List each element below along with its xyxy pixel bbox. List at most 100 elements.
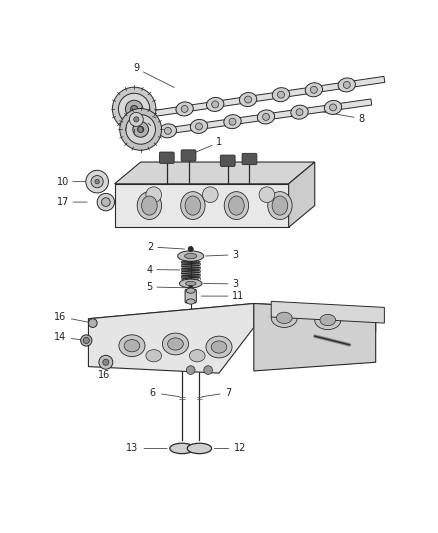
Circle shape bbox=[97, 193, 115, 211]
Circle shape bbox=[343, 82, 350, 88]
Text: 15: 15 bbox=[335, 341, 377, 351]
Ellipse shape bbox=[272, 196, 288, 215]
Text: 3: 3 bbox=[205, 250, 238, 260]
Ellipse shape bbox=[325, 100, 342, 115]
Ellipse shape bbox=[176, 102, 193, 116]
Ellipse shape bbox=[305, 83, 322, 97]
Text: 17: 17 bbox=[57, 197, 87, 207]
Ellipse shape bbox=[178, 251, 204, 261]
Text: 5: 5 bbox=[147, 282, 187, 292]
Polygon shape bbox=[131, 99, 372, 139]
Circle shape bbox=[88, 319, 97, 327]
Circle shape bbox=[133, 122, 148, 137]
Circle shape bbox=[262, 114, 269, 120]
Ellipse shape bbox=[185, 196, 201, 215]
Ellipse shape bbox=[272, 87, 290, 102]
Ellipse shape bbox=[190, 119, 208, 133]
Ellipse shape bbox=[338, 78, 356, 92]
Circle shape bbox=[181, 106, 188, 112]
Circle shape bbox=[131, 106, 138, 112]
Circle shape bbox=[95, 180, 99, 184]
Ellipse shape bbox=[291, 105, 308, 119]
Circle shape bbox=[296, 109, 303, 116]
Ellipse shape bbox=[258, 110, 275, 124]
Ellipse shape bbox=[168, 338, 184, 350]
Circle shape bbox=[204, 366, 212, 375]
Circle shape bbox=[129, 112, 143, 126]
Circle shape bbox=[195, 123, 202, 130]
Circle shape bbox=[99, 356, 113, 369]
Polygon shape bbox=[289, 162, 315, 228]
Circle shape bbox=[126, 115, 155, 144]
Circle shape bbox=[311, 86, 318, 93]
Ellipse shape bbox=[187, 443, 212, 454]
Ellipse shape bbox=[124, 340, 140, 352]
Polygon shape bbox=[115, 162, 315, 184]
FancyBboxPatch shape bbox=[185, 289, 196, 303]
Circle shape bbox=[278, 91, 284, 98]
Ellipse shape bbox=[180, 279, 202, 288]
Ellipse shape bbox=[229, 196, 244, 215]
Ellipse shape bbox=[185, 281, 196, 286]
Text: 16: 16 bbox=[53, 312, 90, 322]
Text: 9: 9 bbox=[133, 63, 174, 87]
Ellipse shape bbox=[185, 254, 197, 259]
Circle shape bbox=[186, 366, 195, 375]
Ellipse shape bbox=[119, 335, 145, 357]
Text: 13: 13 bbox=[126, 443, 167, 454]
Text: 3: 3 bbox=[204, 279, 238, 289]
Circle shape bbox=[86, 171, 109, 193]
Text: 10: 10 bbox=[57, 176, 95, 187]
Text: 6: 6 bbox=[150, 387, 179, 398]
Polygon shape bbox=[254, 303, 376, 371]
Circle shape bbox=[229, 118, 236, 125]
Text: 2: 2 bbox=[148, 242, 184, 252]
Circle shape bbox=[91, 175, 103, 188]
FancyBboxPatch shape bbox=[242, 154, 257, 165]
Circle shape bbox=[83, 337, 89, 344]
Circle shape bbox=[329, 104, 336, 111]
Circle shape bbox=[118, 93, 150, 125]
Ellipse shape bbox=[224, 192, 249, 220]
Text: 1: 1 bbox=[194, 138, 222, 153]
Ellipse shape bbox=[186, 288, 195, 293]
Ellipse shape bbox=[224, 115, 241, 128]
Circle shape bbox=[138, 126, 144, 133]
Ellipse shape bbox=[276, 312, 292, 324]
Ellipse shape bbox=[146, 350, 162, 362]
Ellipse shape bbox=[206, 98, 224, 111]
Ellipse shape bbox=[271, 308, 297, 327]
Polygon shape bbox=[115, 184, 289, 228]
Ellipse shape bbox=[315, 310, 341, 329]
Circle shape bbox=[81, 335, 92, 346]
Circle shape bbox=[120, 109, 162, 150]
Circle shape bbox=[188, 246, 193, 252]
Circle shape bbox=[113, 87, 156, 131]
Circle shape bbox=[212, 101, 219, 108]
Text: 12: 12 bbox=[214, 443, 247, 454]
FancyBboxPatch shape bbox=[159, 152, 174, 163]
Circle shape bbox=[244, 96, 251, 103]
Polygon shape bbox=[149, 76, 385, 117]
Circle shape bbox=[102, 198, 110, 206]
Circle shape bbox=[188, 286, 193, 290]
Circle shape bbox=[259, 187, 275, 203]
Circle shape bbox=[134, 117, 139, 122]
Circle shape bbox=[103, 359, 109, 365]
Ellipse shape bbox=[162, 333, 188, 355]
Text: 8: 8 bbox=[307, 109, 364, 124]
Ellipse shape bbox=[320, 314, 336, 326]
Ellipse shape bbox=[186, 299, 195, 304]
Ellipse shape bbox=[211, 341, 227, 353]
Ellipse shape bbox=[268, 192, 292, 220]
FancyBboxPatch shape bbox=[220, 155, 235, 166]
Circle shape bbox=[164, 127, 171, 134]
Text: 11: 11 bbox=[201, 291, 244, 301]
Ellipse shape bbox=[240, 93, 257, 107]
Ellipse shape bbox=[189, 350, 205, 362]
FancyBboxPatch shape bbox=[181, 150, 196, 161]
Ellipse shape bbox=[159, 124, 177, 138]
Polygon shape bbox=[88, 303, 376, 332]
Ellipse shape bbox=[181, 192, 205, 220]
Circle shape bbox=[146, 187, 162, 203]
